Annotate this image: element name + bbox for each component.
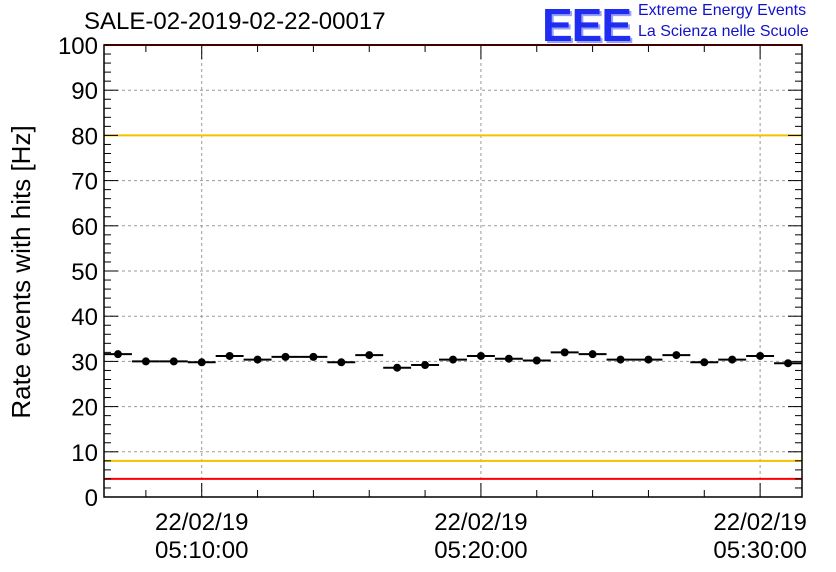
y-tick-label: 10 <box>71 440 98 467</box>
data-point <box>466 351 495 360</box>
data-point <box>662 351 691 360</box>
eee-logo-mark: EEE <box>542 0 632 51</box>
data-point-marker <box>644 355 653 364</box>
data-point-marker <box>449 355 457 364</box>
data-point-marker <box>700 358 709 367</box>
data-point-marker <box>393 363 402 372</box>
data-point <box>439 355 467 364</box>
data-point-marker <box>756 351 765 360</box>
data-point-marker <box>560 348 569 357</box>
data-point <box>271 352 300 361</box>
data-point <box>159 357 188 366</box>
data-point-marker <box>281 352 290 361</box>
y-tick-label: 70 <box>71 169 98 196</box>
logo-caption-line2: La Scienza nelle Scuole <box>638 23 809 40</box>
x-tick-labels: 22/02/1905:10:0022/02/1905:20:0022/02/19… <box>155 509 807 564</box>
data-point <box>606 355 635 364</box>
y-tick-label: 80 <box>71 123 98 150</box>
data-point-marker <box>504 354 513 363</box>
data-point-marker <box>616 355 625 364</box>
x-tick-date: 22/02/19 <box>434 509 527 536</box>
data-point-marker <box>532 356 541 365</box>
y-tick-label: 40 <box>71 304 98 331</box>
data-point-marker <box>141 357 150 366</box>
chart-title: SALE-02-2019-02-22-00017 <box>84 8 386 35</box>
data-point <box>187 358 216 367</box>
data-point <box>746 351 775 360</box>
data-point <box>327 358 356 367</box>
data-point-marker <box>476 351 485 360</box>
data-point-marker <box>113 350 122 359</box>
data-point <box>355 351 384 360</box>
data-point <box>550 348 579 357</box>
y-tick-label: 50 <box>71 259 98 286</box>
x-tick-time: 05:30:00 <box>713 537 806 564</box>
data-point <box>131 357 160 366</box>
y-tick-label: 100 <box>58 33 98 60</box>
y-axis-label: Rate events with hits [Hz] <box>6 125 36 418</box>
x-tick-date: 22/02/19 <box>713 509 806 536</box>
data-point <box>383 363 412 372</box>
y-tick-label: 30 <box>71 349 98 376</box>
data-markers <box>104 348 802 372</box>
data-point <box>299 352 328 361</box>
data-point-marker <box>728 355 737 364</box>
data-point-marker <box>197 358 206 367</box>
data-point <box>634 355 663 364</box>
y-tick-label: 20 <box>71 395 98 422</box>
reference-lines <box>104 44 802 480</box>
data-point <box>774 359 802 368</box>
y-tick-label: 60 <box>71 214 98 241</box>
data-point-marker <box>421 361 430 370</box>
data-point-marker <box>225 351 234 360</box>
x-tick-time: 05:10:00 <box>155 537 248 564</box>
data-point <box>411 361 440 370</box>
x-tick-date: 22/02/19 <box>155 509 248 536</box>
data-point-marker <box>309 352 318 361</box>
logo-caption-line1: Extreme Energy Events <box>638 2 807 19</box>
y-tick-label: 90 <box>71 78 98 105</box>
data-point-marker <box>337 358 346 367</box>
data-point-marker <box>365 351 374 360</box>
y-tick-labels: 0 10 20 30 40 50 60 70 80 90 100 <box>58 33 98 512</box>
data-point-marker <box>784 359 793 368</box>
data-point <box>578 350 607 359</box>
data-point <box>243 355 272 364</box>
data-point <box>718 355 747 364</box>
data-point <box>215 351 244 360</box>
data-point <box>690 358 719 367</box>
data-point-marker <box>588 350 597 359</box>
data-point <box>104 350 132 359</box>
data-point-marker <box>169 357 178 366</box>
data-point-marker <box>672 351 681 360</box>
y-tick-label: 0 <box>85 485 98 512</box>
grid-lines <box>104 45 802 497</box>
data-point-marker <box>253 355 262 364</box>
x-tick-time: 05:20:00 <box>434 537 527 564</box>
data-point <box>522 356 551 365</box>
axis-ticks <box>104 44 802 498</box>
data-point <box>494 354 523 363</box>
